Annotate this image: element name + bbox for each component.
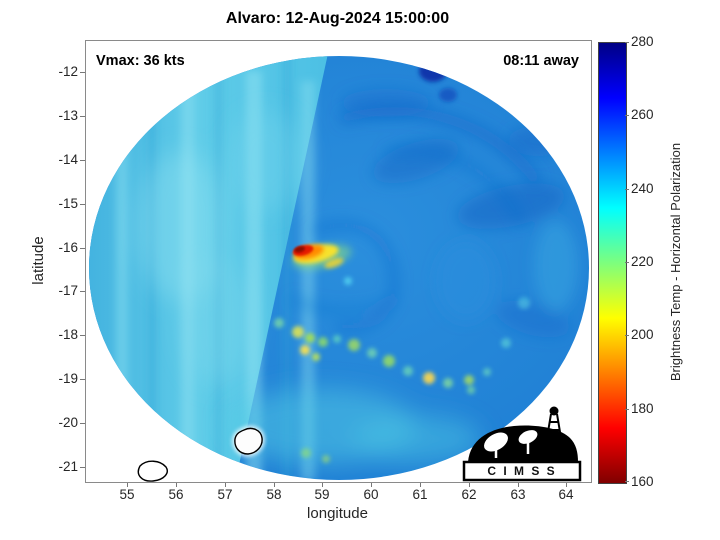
colorbar-tick-label: 240: [631, 181, 654, 196]
cimss-logo-textbox: [462, 460, 582, 482]
tick-mark: [80, 335, 85, 336]
tick-mark: [566, 482, 567, 487]
tick-mark: [176, 482, 177, 487]
x-tick-label: 55: [119, 487, 135, 502]
x-tick-label: 62: [461, 487, 477, 502]
x-tick-label: 56: [168, 487, 184, 502]
tick-mark: [274, 482, 275, 487]
tick-mark: [625, 262, 629, 263]
colorbar-tick-label: 160: [631, 474, 654, 489]
left-swath-light-patches: [136, 111, 306, 386]
colorbar-tick-label: 260: [631, 107, 654, 122]
x-tick-label: 59: [314, 487, 330, 502]
tick-mark: [225, 482, 226, 487]
cimss-logo: C I M S S: [462, 406, 582, 482]
colorbar-label: Brightness Temp - Horizontal Polarizatio…: [668, 142, 683, 382]
x-tick-label: 57: [217, 487, 233, 502]
plot-title: Alvaro: 12-Aug-2024 15:00:00: [225, 10, 450, 27]
plot-area: Vmax: 36 kts 08:11 away C I M S S: [85, 40, 592, 483]
spiral-band-arcs: [289, 105, 543, 333]
tick-mark: [80, 291, 85, 292]
x-axis-label: longitude: [307, 505, 368, 522]
tick-mark: [625, 42, 629, 43]
tick-mark: [625, 115, 629, 116]
x-tick-label: 64: [558, 487, 574, 502]
y-tick-label: -16: [58, 240, 78, 255]
y-tick-label: -21: [58, 459, 78, 474]
time-offset-annotation: 08:11 away: [503, 53, 579, 69]
reunion-coastline: [137, 460, 168, 482]
tick-mark: [625, 189, 629, 190]
tick-mark: [625, 481, 629, 482]
colorbar-gradient: [599, 43, 626, 483]
x-tick-label: 60: [363, 487, 379, 502]
y-tick-label: -13: [58, 108, 78, 123]
tick-mark: [80, 467, 85, 468]
tick-mark: [80, 204, 85, 205]
y-tick-label: -19: [58, 371, 78, 386]
colorbar-tick-label: 200: [631, 327, 654, 342]
cimss-logo-tower-ball: [549, 406, 559, 416]
south-light-region: [226, 388, 481, 464]
tick-mark: [80, 423, 85, 424]
y-tick-label: -17: [58, 283, 78, 298]
hotspot-deep-convection: [292, 244, 352, 270]
tick-mark: [420, 482, 421, 487]
tick-mark: [80, 248, 85, 249]
x-tick-label: 61: [412, 487, 428, 502]
tick-mark: [322, 482, 323, 487]
vmax-annotation: Vmax: 36 kts: [96, 53, 185, 69]
tick-mark: [371, 482, 372, 487]
tick-mark: [625, 409, 629, 410]
tick-mark: [80, 72, 85, 73]
x-tick-label: 58: [266, 487, 282, 502]
y-tick-label: -20: [58, 415, 78, 430]
colorbar-tick-label: 280: [631, 34, 654, 49]
y-tick-label: -18: [58, 327, 78, 342]
tick-mark: [625, 335, 629, 336]
cimss-logo-text: C I M S S: [487, 464, 556, 478]
mauritius-coastline: [232, 425, 265, 457]
tick-mark: [80, 160, 85, 161]
satellite-swath-image: [89, 56, 589, 482]
tick-mark: [518, 482, 519, 487]
tick-mark: [469, 482, 470, 487]
cimss-logo-dishes: [484, 430, 538, 458]
tick-mark: [127, 482, 128, 487]
y-tick-label: -12: [58, 64, 78, 79]
y-tick-label: -15: [58, 196, 78, 211]
colorbar: [598, 42, 627, 484]
colorbar-tick-label: 220: [631, 254, 654, 269]
speckle-band: [274, 277, 530, 463]
tick-mark: [80, 379, 85, 380]
x-tick-label: 63: [510, 487, 526, 502]
y-tick-label: -14: [58, 152, 78, 167]
tick-mark: [80, 116, 85, 117]
colorbar-tick-label: 180: [631, 401, 654, 416]
